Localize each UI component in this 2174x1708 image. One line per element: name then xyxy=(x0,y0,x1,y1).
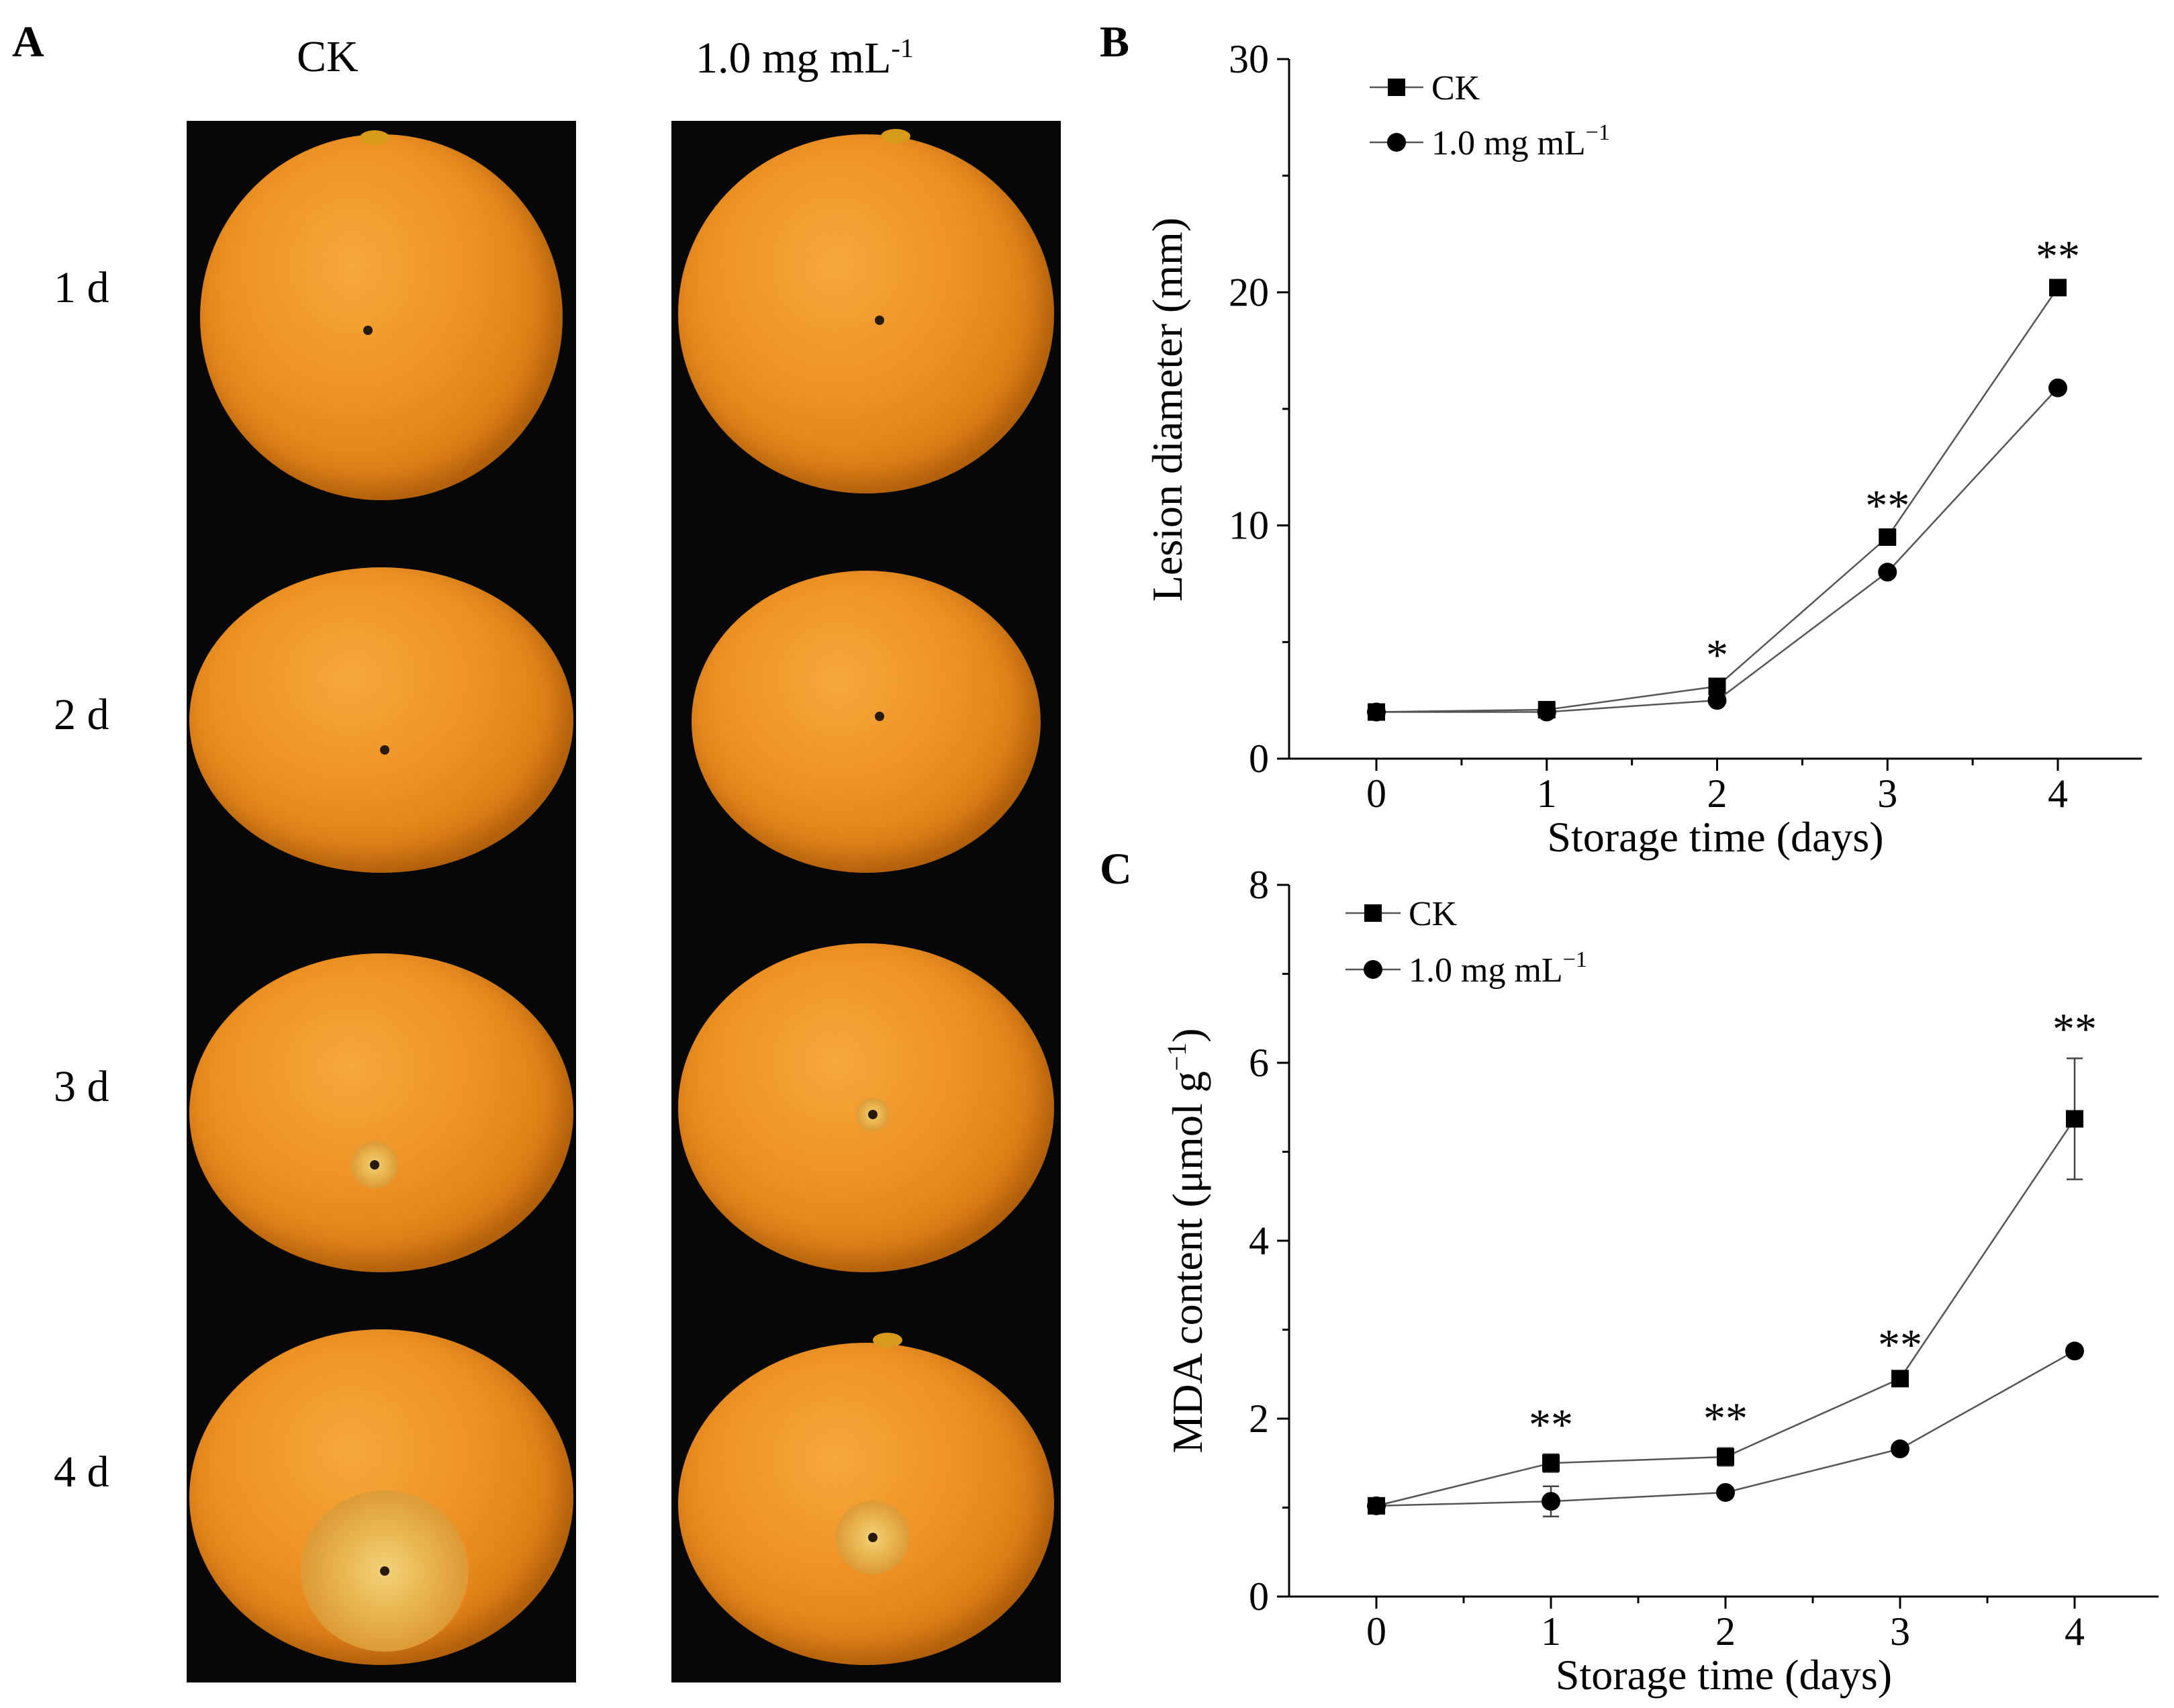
inoculation-point xyxy=(875,712,884,721)
row-label-day-1: 1 d xyxy=(54,263,109,312)
x-tick-label: 2 xyxy=(1707,771,1728,816)
y-axis-label: Lesion diameter (mm) xyxy=(1143,218,1191,602)
fruit-stem xyxy=(881,129,910,144)
row-label-day-4: 4 d xyxy=(54,1448,109,1497)
fruit-treatment-day-1 xyxy=(678,134,1054,493)
x-tick-label: 0 xyxy=(1366,1609,1386,1654)
fruit-ck-day-2 xyxy=(189,567,573,873)
data-point-square xyxy=(2049,279,2067,297)
fruit-stem xyxy=(873,1333,902,1347)
data-point-square xyxy=(1879,528,1897,547)
legend-label: CK xyxy=(1431,69,1480,107)
legend-label-text: CK xyxy=(1409,895,1458,933)
fruit-ck-day-1 xyxy=(200,134,563,500)
significance-marker: ** xyxy=(2052,1004,2097,1053)
data-point-circle xyxy=(1367,702,1386,722)
legend-label: CK xyxy=(1409,895,1458,933)
row-label-day-2: 2 d xyxy=(54,690,109,739)
y-tick-label: 10 xyxy=(1229,504,1269,548)
data-point-square xyxy=(1542,1454,1560,1472)
x-tick-label: 1 xyxy=(1541,1609,1561,1654)
inoculation-point xyxy=(868,1110,878,1119)
data-point-circle xyxy=(1542,1492,1560,1511)
y-tick-label: 20 xyxy=(1229,270,1269,314)
y-axis-label-text: Lesion diameter (mm) xyxy=(1143,218,1191,602)
x-tick-label: 0 xyxy=(1366,771,1386,816)
data-point-circle xyxy=(2048,378,2067,397)
data-point-square xyxy=(1891,1370,1909,1388)
legend-label-text: 1.0 mg mL xyxy=(1431,124,1586,162)
significance-marker: ** xyxy=(1703,1394,1748,1443)
significance-marker: ** xyxy=(2036,232,2080,281)
significance-marker: ** xyxy=(1878,1321,1922,1370)
y-axis-label-text: MDA content (μmol g xyxy=(1164,1071,1211,1453)
data-point-circle xyxy=(1707,691,1727,710)
panel-b-letter: B xyxy=(1100,17,1130,66)
inoculation-point xyxy=(868,1533,878,1542)
panel-a-letter: A xyxy=(12,17,44,66)
y-axis-label-superscript: −1 xyxy=(1162,1043,1192,1072)
significance-marker: * xyxy=(1706,630,1728,679)
legend-marker-square xyxy=(1388,79,1405,96)
legend-label: 1.0 mg mL−1 xyxy=(1431,120,1610,162)
data-point-square xyxy=(1717,1448,1734,1466)
column-header-ck: CK xyxy=(297,32,359,81)
legend-marker-square xyxy=(1364,904,1382,922)
panel-c-letter: C xyxy=(1100,845,1132,894)
fruit-treatment-day-2 xyxy=(692,571,1041,873)
significance-marker: ** xyxy=(1865,481,1909,530)
inoculation-point xyxy=(363,326,373,335)
y-tick-label: 6 xyxy=(1249,1041,1269,1085)
x-tick-label: 3 xyxy=(1890,1609,1910,1654)
data-point-circle xyxy=(1537,702,1556,722)
y-tick-label: 0 xyxy=(1249,737,1269,781)
data-point-circle xyxy=(1878,563,1897,582)
y-tick-label: 2 xyxy=(1249,1396,1269,1441)
x-tick-label: 2 xyxy=(1715,1609,1736,1654)
x-axis-label: Storage time (days) xyxy=(1556,1651,1892,1699)
y-tick-label: 30 xyxy=(1229,37,1269,81)
data-point-circle xyxy=(2065,1341,2084,1361)
legend-label-superscript: −1 xyxy=(1563,947,1587,972)
x-tick-label: 4 xyxy=(2048,771,2068,816)
inoculation-point xyxy=(875,316,884,325)
significance-marker: ** xyxy=(1529,1401,1573,1450)
y-tick-label: 4 xyxy=(1249,1219,1269,1263)
x-tick-label: 1 xyxy=(1537,771,1557,816)
x-axis-label: Storage time (days) xyxy=(1547,813,1883,861)
photo-column-treatment xyxy=(671,121,1061,1682)
y-tick-label: 8 xyxy=(1249,863,1269,907)
legend-label: 1.0 mg mL−1 xyxy=(1409,947,1587,990)
data-point-circle xyxy=(1716,1482,1735,1502)
inoculation-point xyxy=(380,745,389,755)
data-point-circle xyxy=(1891,1439,1909,1459)
data-point-circle xyxy=(1367,1496,1386,1515)
column-header-treatment: 1.0 mg mL-1 xyxy=(696,33,914,83)
fruit-stem xyxy=(360,130,389,145)
legend-label-text: 1.0 mg mL xyxy=(1409,951,1563,990)
y-axis-label: MDA content (μmol g−1) xyxy=(1162,1028,1211,1453)
x-tick-label: 4 xyxy=(2065,1609,2085,1654)
legend-marker-circle xyxy=(1387,133,1406,152)
photo-column-ck xyxy=(187,121,576,1682)
inoculation-point xyxy=(380,1566,389,1576)
inoculation-point xyxy=(370,1160,379,1170)
y-tick-label: 0 xyxy=(1249,1574,1269,1619)
y-axis-label-end: ) xyxy=(1164,1028,1211,1042)
fruit-ck-day-3 xyxy=(189,953,573,1272)
row-label-day-3: 3 d xyxy=(54,1062,109,1111)
data-point-square xyxy=(2066,1110,2083,1128)
legend-label-text: CK xyxy=(1431,69,1480,107)
x-tick-label: 3 xyxy=(1877,771,1897,816)
legend-marker-circle xyxy=(1364,960,1382,979)
legend-label-superscript: −1 xyxy=(1586,120,1610,145)
